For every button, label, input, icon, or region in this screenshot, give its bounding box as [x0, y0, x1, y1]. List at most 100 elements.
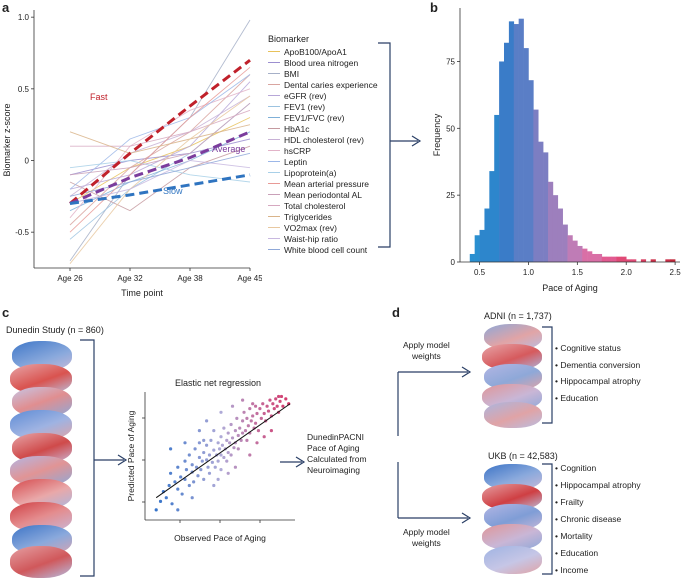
- scatter-point: [238, 426, 242, 430]
- legend-item: Mean periodontal AL: [268, 189, 378, 200]
- histogram-bar: [494, 114, 500, 263]
- outcome-item: • Hippocampal atrophy: [555, 376, 641, 386]
- legend-item: Leptin: [268, 156, 378, 167]
- scatter-point: [169, 447, 173, 451]
- scatter-point: [256, 429, 261, 433]
- legend-item: Blood urea nitrogen: [268, 57, 378, 68]
- legend-swatch: [268, 216, 280, 217]
- outcome-item: • Cognition: [555, 463, 597, 473]
- outcome-item: • Cognitive status: [555, 343, 621, 353]
- panel-letter-b: b: [430, 0, 438, 15]
- biomarker-line: [70, 109, 251, 147]
- histogram-bar: [621, 256, 627, 262]
- scatter-point: [199, 468, 203, 472]
- legend-swatch: [268, 238, 280, 239]
- scatter-point: [212, 483, 216, 488]
- legend-title: Biomarker: [268, 34, 310, 44]
- legend-label: HbA1c: [284, 123, 310, 134]
- histogram-bar: [508, 21, 515, 262]
- legend-swatch: [268, 128, 280, 129]
- scatter-point: [219, 410, 223, 414]
- scatter-point: [236, 447, 240, 451]
- scatter-point: [253, 421, 258, 425]
- output-line: Pace of Aging: [307, 443, 360, 453]
- x-tick-label: 2.0: [621, 268, 633, 277]
- dunedin-bracket-arrow: [80, 339, 128, 577]
- scatter-point: [190, 463, 194, 467]
- scatter-point: [262, 435, 266, 439]
- scatter-point: [192, 480, 196, 484]
- panel-letter-c: c: [2, 305, 10, 320]
- legend-label: Waist-hip ratio: [284, 233, 339, 244]
- scatter-point: [242, 410, 246, 414]
- scatter-point: [173, 480, 177, 484]
- scatter-point: [228, 441, 232, 445]
- biomarker-line: [69, 95, 251, 264]
- scatter-point: [241, 431, 245, 435]
- y-tick-label: 1.0: [18, 13, 30, 22]
- scatter-point: [272, 407, 276, 411]
- legend-swatch: [268, 84, 280, 85]
- histogram-bar: [548, 181, 554, 262]
- legend-item: Waist-hip ratio: [268, 233, 378, 244]
- scatter-point: [248, 407, 252, 411]
- scatter-point: [205, 419, 209, 423]
- histogram-bar: [606, 256, 612, 262]
- scatter-point: [219, 435, 223, 439]
- biomarker-line: [69, 124, 251, 154]
- legend-item: FEV1 (rev): [268, 101, 378, 112]
- adni-outcomes: • Cognitive status • Dementia conversion…: [555, 340, 641, 406]
- scatter-point: [206, 465, 210, 469]
- scatter-point: [248, 453, 252, 457]
- output-line: Neuroimaging: [307, 465, 360, 475]
- scatter-point: [196, 474, 200, 478]
- scatter-point: [219, 468, 223, 472]
- adni-bracket: [542, 326, 553, 424]
- legend-item: VO2max (rev): [268, 222, 378, 233]
- scatter-point: [197, 441, 201, 445]
- histogram-bar: [499, 61, 505, 263]
- legend-label: ApoB100/ApoA1: [284, 46, 347, 57]
- scatter-point: [269, 429, 273, 433]
- scatter-point: [268, 398, 272, 402]
- outcome-item: • Frailty: [555, 497, 584, 507]
- legend-swatch: [268, 117, 280, 118]
- x-tick-label: 0.5: [474, 268, 486, 277]
- histogram-bar: [528, 80, 534, 262]
- histogram-bar: [631, 259, 637, 262]
- y-tick-label: 75: [446, 57, 455, 66]
- scatter-point: [202, 450, 206, 455]
- scatter-point: [279, 394, 284, 399]
- outcome-item: • Mortality: [555, 531, 593, 541]
- legend-swatch: [268, 62, 280, 63]
- scatter-point: [266, 409, 271, 413]
- scatter-point: [225, 459, 229, 463]
- legend-label: Triglycerides: [284, 211, 332, 222]
- histogram-bar: [640, 259, 647, 262]
- legend-label: eGFR (rev): [284, 90, 327, 101]
- scatter-point: [187, 453, 191, 457]
- legend-item: Mean arterial pressure: [268, 178, 378, 189]
- x-tick-label: Age 38: [177, 274, 203, 283]
- histogram-bar: [596, 253, 603, 262]
- histogram-bar: [601, 256, 607, 262]
- scatter-point: [164, 496, 168, 500]
- scatter-point: [216, 459, 220, 463]
- legend-swatch: [268, 227, 280, 228]
- scatter-point: [209, 438, 213, 442]
- scatter-point: [205, 443, 209, 447]
- legend-label: Total cholesterol: [284, 200, 346, 211]
- legend-swatch: [268, 183, 280, 184]
- histogram-bar: [616, 256, 622, 262]
- legend-swatch: [268, 51, 280, 52]
- scatter-point: [212, 448, 216, 452]
- apply-line: Apply model: [403, 527, 450, 537]
- scatter-point: [251, 414, 255, 418]
- legend-label: Dental caries experience: [284, 79, 378, 90]
- scatter-point: [176, 508, 180, 512]
- x-tick-label: Age 26: [57, 274, 83, 283]
- legend-label: FEV1 (rev): [284, 101, 326, 112]
- scatter-point: [183, 441, 187, 445]
- histogram-bar: [513, 24, 519, 263]
- x-tick-label: Age 45: [237, 274, 262, 283]
